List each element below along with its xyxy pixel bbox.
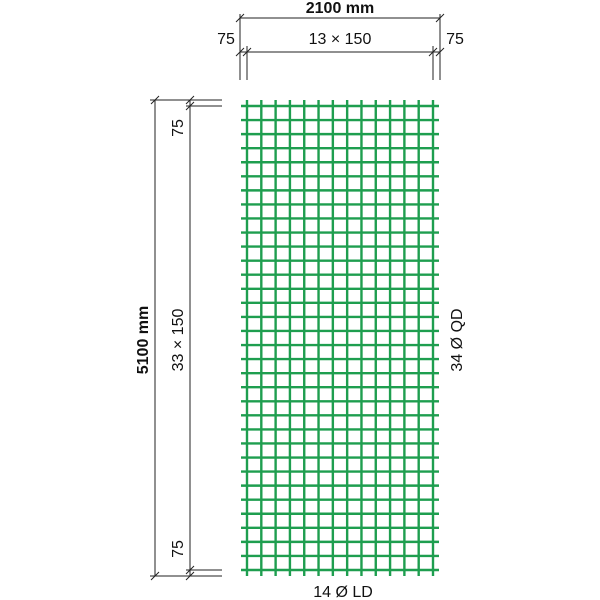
height-spacing: 33 × 150 [170, 309, 187, 372]
width-spacing: 13 × 150 [309, 31, 372, 48]
longitudinal-bars-label: 14 Ø LD [313, 584, 373, 600]
height-total: 5100 mm [135, 306, 152, 375]
height-edge-bottom: 75 [170, 540, 187, 558]
width-edge-left: 75 [217, 31, 235, 48]
mesh [241, 100, 439, 576]
cross-bars-label: 34 Ø QD [449, 308, 466, 371]
width-total: 2100 mm [306, 0, 375, 17]
height-edge-top: 75 [170, 119, 187, 137]
width-edge-right: 75 [446, 31, 464, 48]
dimension-lines [150, 13, 445, 581]
